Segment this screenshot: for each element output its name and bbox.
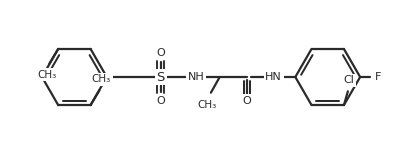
Text: CH₃: CH₃ [92, 74, 111, 84]
Text: F: F [375, 72, 381, 82]
Text: O: O [156, 96, 165, 106]
Text: HN: HN [265, 72, 282, 82]
Text: CH₃: CH₃ [197, 100, 217, 110]
Text: CH₃: CH₃ [38, 70, 57, 80]
Text: Cl: Cl [344, 75, 354, 85]
Text: NH: NH [188, 72, 204, 82]
Text: O: O [156, 48, 165, 58]
Text: S: S [157, 71, 165, 83]
Text: O: O [243, 96, 252, 106]
